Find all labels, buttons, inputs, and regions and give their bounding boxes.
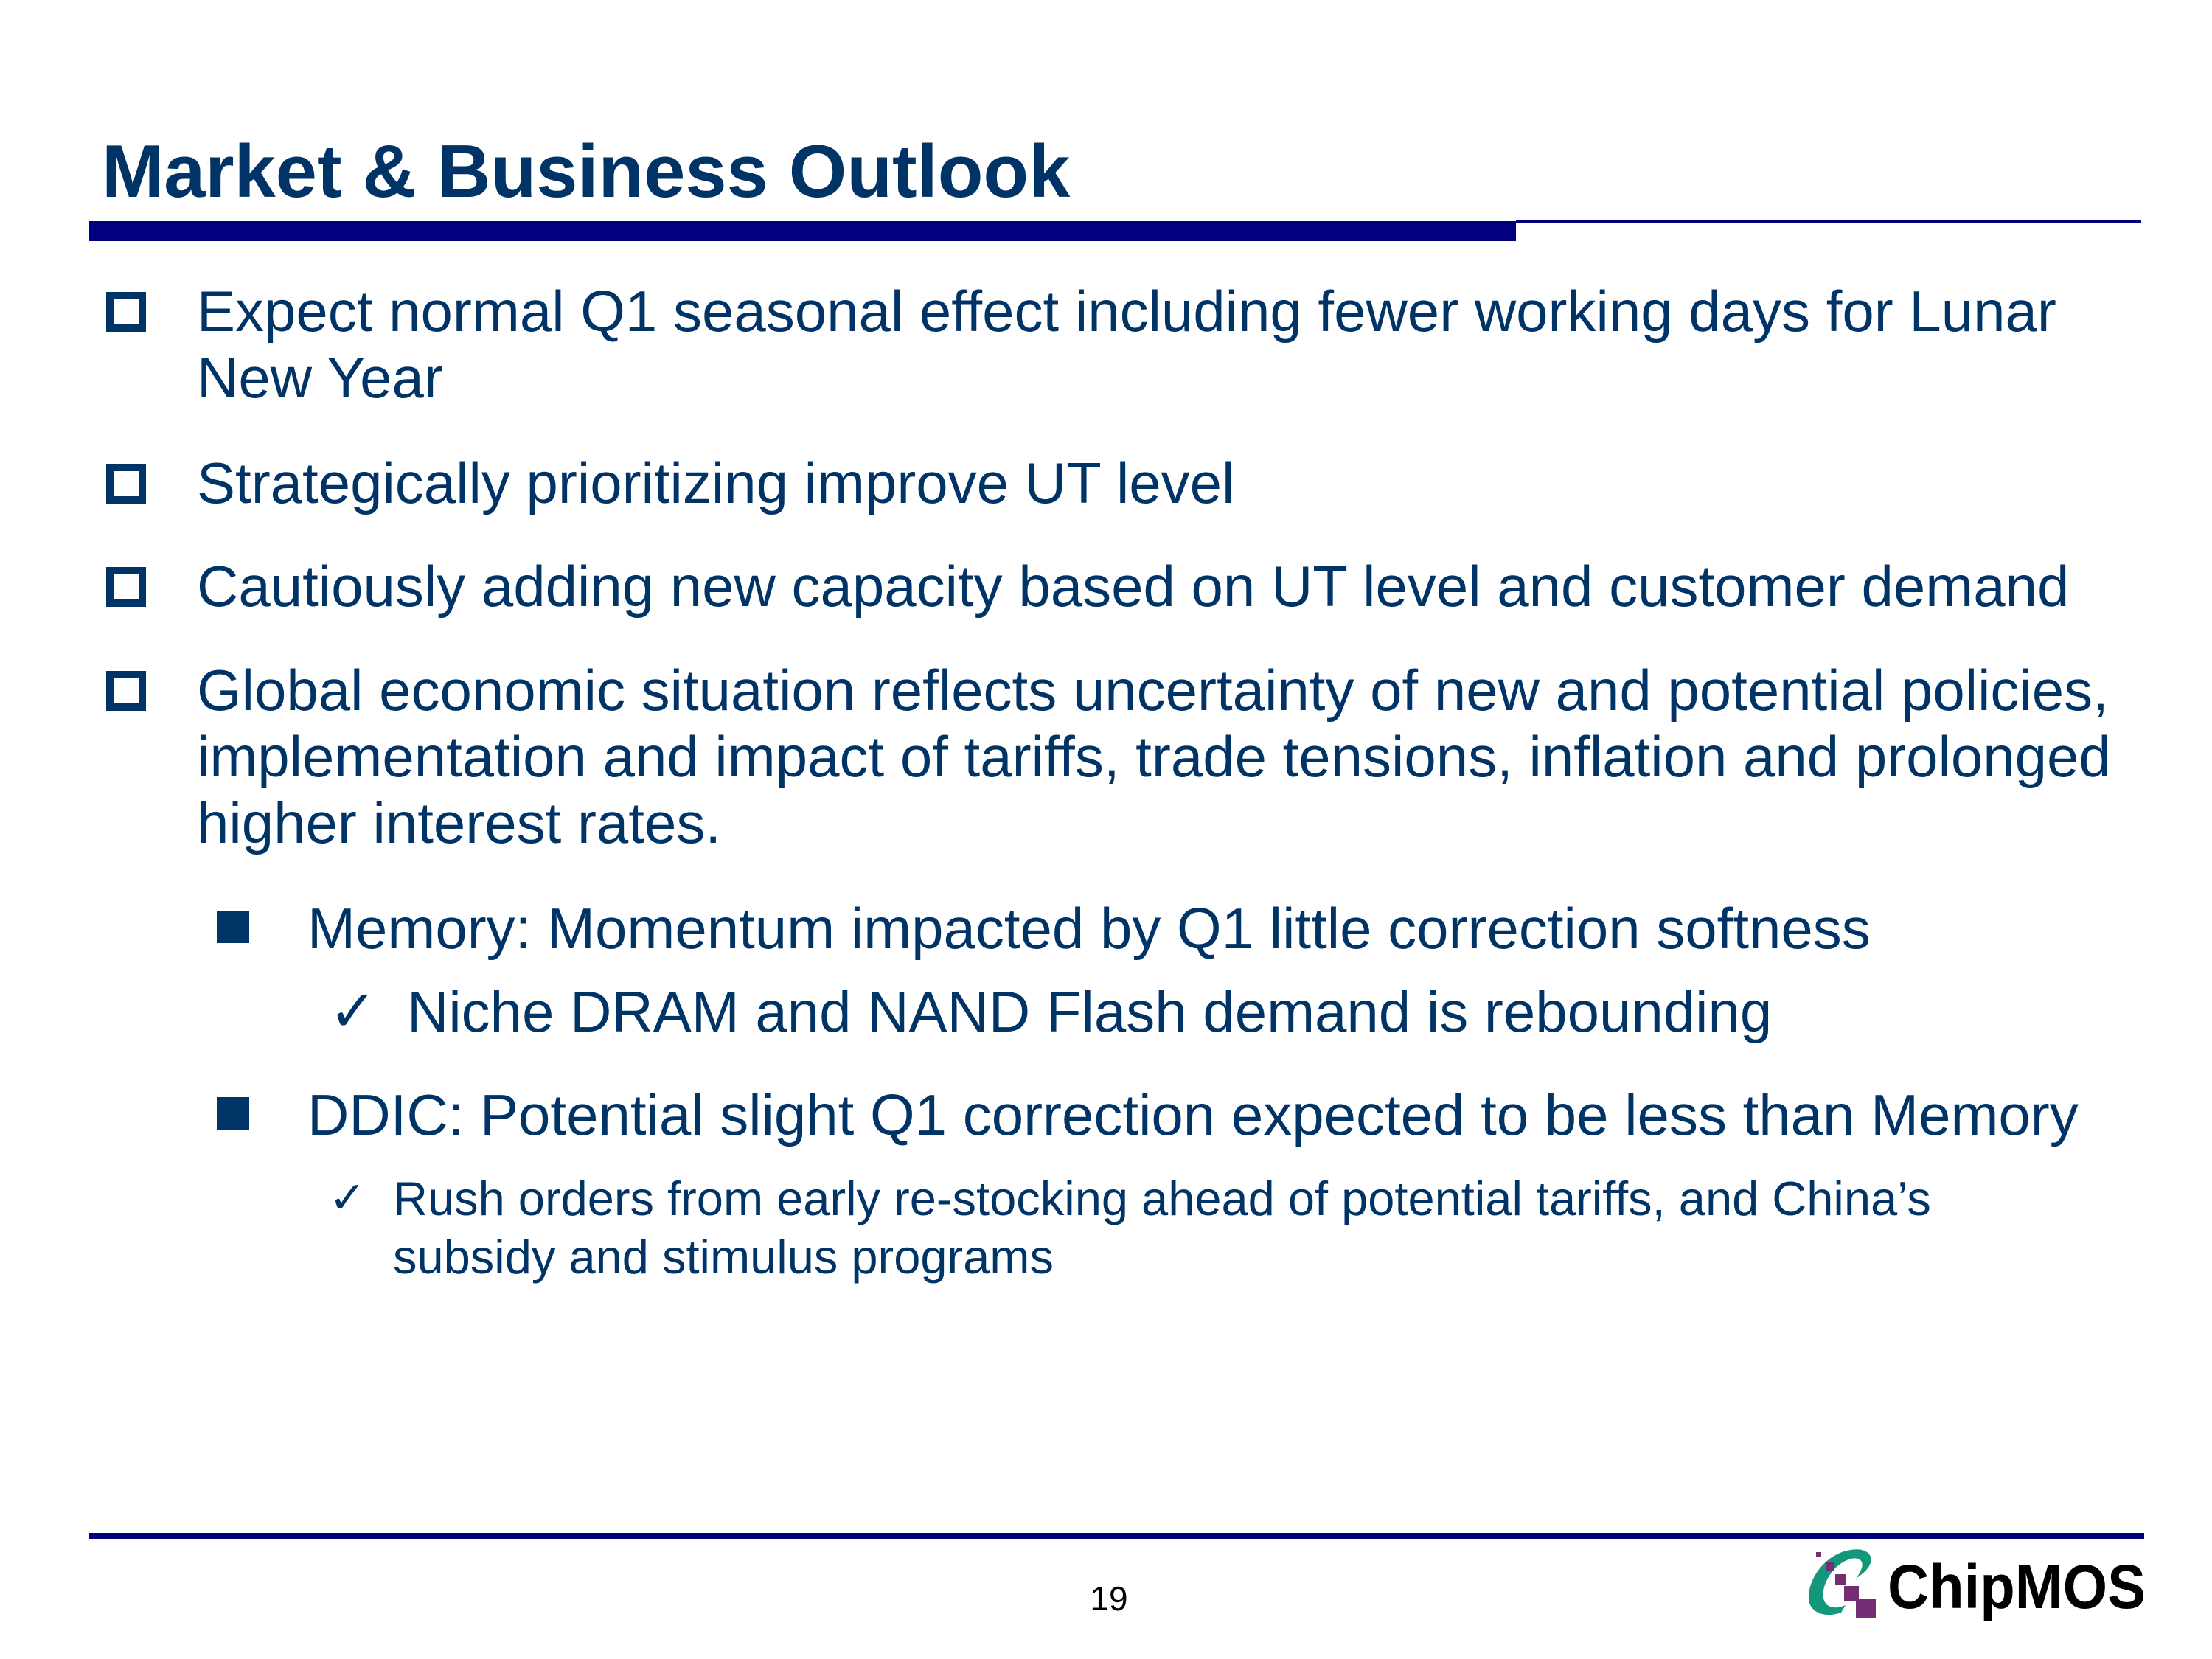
sub-bullet-text: DDIC: Potential slight Q1 correction exp… bbox=[307, 1082, 2079, 1147]
checkmark-icon: ✓ bbox=[329, 1172, 366, 1224]
hollow-square-bullet-icon bbox=[106, 464, 146, 504]
bullet-text: Cautiously adding new capacity based on … bbox=[197, 554, 2070, 619]
bullet-item: Global economic situation reflects uncer… bbox=[106, 657, 2151, 856]
title-underline-thick bbox=[89, 221, 1516, 241]
check-text: Rush orders from early re-stocking ahead… bbox=[393, 1172, 1931, 1284]
chipmos-logo-mark: ChipMOS bbox=[1809, 1549, 2146, 1621]
chipmos-logo: ChipMOS bbox=[1803, 1545, 2149, 1622]
bullet-item: Expect normal Q1 seasonal effect includi… bbox=[106, 278, 2151, 411]
slide-title: Market & Business Outlook bbox=[102, 131, 1071, 213]
title-underline-thin bbox=[1516, 220, 2141, 223]
hollow-square-bullet-icon bbox=[106, 292, 146, 332]
sub-bullet-item: DDIC: Potential slight Q1 correction exp… bbox=[217, 1082, 2114, 1148]
check-text: Niche DRAM and NAND Flash demand is rebo… bbox=[407, 979, 1773, 1044]
page-number: 19 bbox=[1090, 1579, 1128, 1618]
svg-text:ChipMOS: ChipMOS bbox=[1888, 1552, 2146, 1621]
sub-bullet-item: Memory: Momentum impacted by Q1 little c… bbox=[217, 895, 2114, 961]
sub-bullet-text: Memory: Momentum impacted by Q1 little c… bbox=[307, 896, 1871, 961]
footer-rule bbox=[89, 1533, 2144, 1539]
bullet-text: Global economic situation reflects uncer… bbox=[197, 658, 2111, 855]
checkmark-icon: ✓ bbox=[329, 978, 378, 1045]
bullet-text: Strategically prioritizing improve UT le… bbox=[197, 451, 1235, 515]
bullet-text: Expect normal Q1 seasonal effect includi… bbox=[197, 279, 2056, 410]
bullet-item: Cautiously adding new capacity based on … bbox=[106, 553, 2151, 619]
check-item: ✓ Niche DRAM and NAND Flash demand is reb… bbox=[329, 978, 2103, 1045]
hollow-square-bullet-icon bbox=[106, 567, 146, 607]
bullet-item: Strategically prioritizing improve UT le… bbox=[106, 450, 2151, 516]
filled-square-bullet-icon bbox=[217, 1097, 249, 1130]
filled-square-bullet-icon bbox=[217, 911, 249, 943]
check-item: ✓ Rush orders from early re-stocking ahea… bbox=[329, 1169, 2052, 1286]
hollow-square-bullet-icon bbox=[106, 671, 146, 711]
